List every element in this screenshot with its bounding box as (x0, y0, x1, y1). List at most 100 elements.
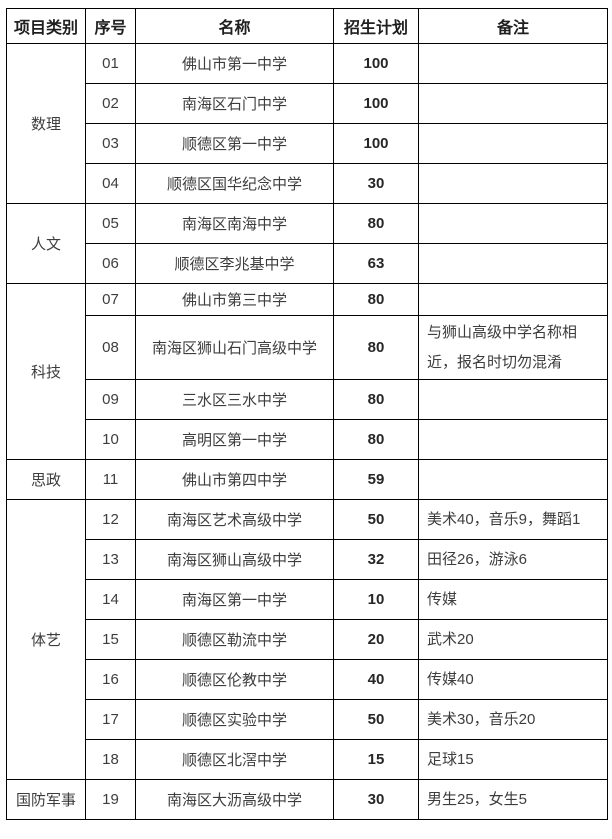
header-name: 名称 (135, 8, 334, 44)
category-cell-renwen: 人文 (6, 203, 86, 284)
remark-cell: 男生25，女生5 (418, 779, 608, 820)
header-category: 项目类别 (6, 8, 86, 44)
school-name: 南海区石门中学 (135, 83, 334, 124)
row-no: 12 (85, 499, 136, 540)
remark-cell (418, 379, 608, 420)
remark-cell (418, 243, 608, 284)
plan-value: 100 (333, 123, 419, 164)
remark-cell: 传媒 (418, 579, 608, 620)
plan-value: 59 (333, 459, 419, 500)
school-name: 三水区三水中学 (135, 379, 334, 420)
plan-value: 100 (333, 43, 419, 84)
school-name: 顺德区伦教中学 (135, 659, 334, 700)
school-name: 顺德区实验中学 (135, 699, 334, 740)
table-row: 思政 11 佛山市第四中学 59 (6, 459, 608, 500)
table-row: 科技 07 佛山市第三中学 80 (6, 283, 608, 460)
school-name: 南海区第一中学 (135, 579, 334, 620)
table-row: 16 顺德区伦教中学 40 传媒40 (7, 659, 608, 700)
row-no: 02 (85, 83, 136, 124)
table-row: 02 南海区石门中学 100 (7, 83, 608, 124)
row-no: 11 (85, 459, 136, 500)
table-row: 06 顺德区李兆基中学 63 (7, 243, 608, 284)
plan-value: 80 (333, 283, 419, 316)
plan-value: 40 (333, 659, 419, 700)
row-no: 07 (85, 283, 136, 316)
remark-cell: 田径26，游泳6 (418, 539, 608, 580)
row-no: 01 (85, 43, 136, 84)
school-name: 顺德区北滘中学 (135, 739, 334, 780)
table-row: 国防军事 19 南海区大沥高级中学 30 男生25，女生5 (6, 779, 608, 820)
remark-cell (418, 283, 608, 316)
header-remark: 备注 (418, 8, 608, 44)
category-cell-guofangjunshi: 国防军事 (6, 779, 86, 820)
school-name: 佛山市第三中学 (135, 283, 334, 316)
remark-cell (418, 203, 608, 244)
remark-cell (418, 459, 608, 500)
plan-value: 30 (333, 163, 419, 204)
row-no: 09 (85, 379, 136, 420)
school-name: 高明区第一中学 (135, 419, 334, 460)
row-no: 17 (85, 699, 136, 740)
remark-cell (418, 123, 608, 164)
row-no: 18 (85, 739, 136, 780)
row-no: 15 (85, 619, 136, 660)
row-no: 14 (85, 579, 136, 620)
plan-value: 50 (333, 499, 419, 540)
remark-cell (418, 43, 608, 84)
plan-value: 80 (333, 315, 419, 380)
row-no: 06 (85, 243, 136, 284)
plan-value: 20 (333, 619, 419, 660)
school-name: 顺德区勒流中学 (135, 619, 334, 660)
table-row: 人文 05 南海区南海中学 80 (6, 203, 608, 284)
table-row: 数理 01 佛山市第一中学 100 (6, 43, 608, 204)
table-body: 数理 01 佛山市第一中学 100 02 南海区石门中学 100 03 顺德区第… (6, 43, 608, 820)
school-name: 南海区南海中学 (135, 203, 334, 244)
table-row: 03 顺德区第一中学 100 (7, 123, 608, 164)
remark-cell: 武术20 (418, 619, 608, 660)
school-name: 南海区艺术高级中学 (135, 499, 334, 540)
school-name: 南海区狮山石门高级中学 (135, 315, 334, 380)
header-row: 项目类别 序号 名称 招生计划 备注 (6, 8, 608, 44)
table-row: 13 南海区狮山高级中学 32 田径26，游泳6 (7, 539, 608, 580)
row-no: 16 (85, 659, 136, 700)
plan-value: 80 (333, 379, 419, 420)
category-cell-tiyi: 体艺 (6, 499, 86, 780)
school-name: 顺德区国华纪念中学 (135, 163, 334, 204)
remark-cell (418, 419, 608, 460)
header-plan: 招生计划 (333, 8, 419, 44)
plan-value: 50 (333, 699, 419, 740)
school-name: 南海区狮山高级中学 (135, 539, 334, 580)
remark-cell (418, 83, 608, 124)
table-row: 08 南海区狮山石门高级中学 80 与狮山高级中学名称相近，报名时切勿混淆 (7, 315, 608, 380)
school-name: 顺德区第一中学 (135, 123, 334, 164)
plan-value: 100 (333, 83, 419, 124)
plan-value: 63 (333, 243, 419, 284)
table-row: 体艺 12 南海区艺术高级中学 50 美术40，音乐9，舞蹈1 (6, 499, 608, 780)
remark-cell: 足球15 (418, 739, 608, 780)
plan-value: 30 (333, 779, 419, 820)
row-no: 13 (85, 539, 136, 580)
row-no: 10 (85, 419, 136, 460)
table-row: 10 高明区第一中学 80 (7, 419, 608, 460)
category-cell-shuli: 数理 (6, 43, 86, 204)
remark-cell: 美术30，音乐20 (418, 699, 608, 740)
plan-value: 32 (333, 539, 419, 580)
school-name: 顺德区李兆基中学 (135, 243, 334, 284)
plan-value: 80 (333, 419, 419, 460)
enrollment-plan-table: 项目类别 序号 名称 招生计划 备注 数理 01 佛山市第一中学 100 02 … (6, 8, 608, 820)
row-no: 04 (85, 163, 136, 204)
plan-value: 15 (333, 739, 419, 780)
remark-cell: 与狮山高级中学名称相近，报名时切勿混淆 (418, 315, 608, 380)
row-no: 03 (85, 123, 136, 164)
table-row: 15 顺德区勒流中学 20 武术20 (7, 619, 608, 660)
plan-value: 10 (333, 579, 419, 620)
row-no: 05 (85, 203, 136, 244)
table-row: 14 南海区第一中学 10 传媒 (7, 579, 608, 620)
plan-value: 80 (333, 203, 419, 244)
table-row: 17 顺德区实验中学 50 美术30，音乐20 (7, 699, 608, 740)
table-row: 09 三水区三水中学 80 (7, 379, 608, 420)
school-name: 佛山市第一中学 (135, 43, 334, 84)
table-header: 项目类别 序号 名称 招生计划 备注 (6, 8, 608, 44)
remark-cell (418, 163, 608, 204)
table-row: 18 顺德区北滘中学 15 足球15 (7, 739, 608, 780)
